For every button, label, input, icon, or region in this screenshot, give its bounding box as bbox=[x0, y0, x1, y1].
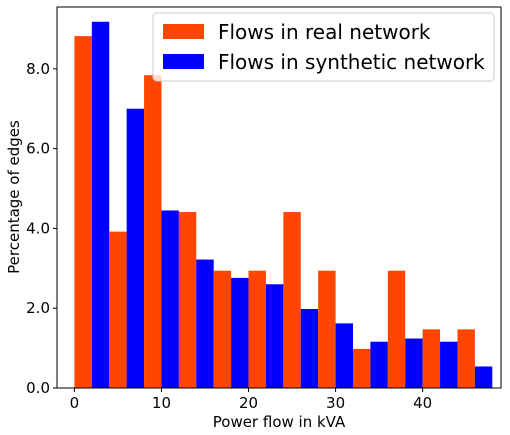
bar-synthetic-11 bbox=[474, 366, 493, 388]
legend-swatch-real bbox=[163, 24, 204, 39]
bar-real-9 bbox=[387, 270, 406, 388]
bar-synthetic-2 bbox=[161, 210, 179, 388]
x-tick-label: 30 bbox=[326, 394, 345, 412]
bar-synthetic-6 bbox=[300, 309, 319, 388]
bar-synthetic-4 bbox=[231, 277, 249, 388]
plot-frame bbox=[56, 6, 502, 389]
x-axis-ticks: 0 10 20 30 40 bbox=[70, 388, 432, 412]
bar-synthetic-7 bbox=[335, 323, 353, 388]
bar-real-6 bbox=[283, 212, 301, 388]
x-tick-label: 20 bbox=[239, 394, 258, 412]
bar-real-8 bbox=[353, 348, 371, 388]
y-tick-label: 8.0 bbox=[26, 60, 50, 78]
y-tick-label: 4.0 bbox=[26, 219, 50, 237]
bar-synthetic-5 bbox=[265, 284, 284, 388]
bar-real-0 bbox=[74, 36, 92, 389]
x-axis-label: Power flow in kVA bbox=[213, 413, 346, 431]
y-axis-label: Percentage of edges bbox=[5, 120, 23, 274]
y-axis-ticks: 0.0 2.0 4.0 6.0 8.0 bbox=[26, 60, 57, 397]
bar-real-3 bbox=[178, 212, 197, 388]
y-tick-label: 2.0 bbox=[26, 299, 50, 317]
x-tick-label: 10 bbox=[152, 394, 171, 412]
legend-swatch-synthetic bbox=[163, 54, 204, 69]
bar-synthetic-8 bbox=[370, 341, 388, 388]
x-tick-label: 0 bbox=[70, 394, 80, 412]
bar-real-10 bbox=[422, 329, 441, 388]
bar-real-5 bbox=[248, 270, 266, 388]
x-tick-label: 40 bbox=[413, 394, 432, 412]
bar-synthetic-1 bbox=[126, 108, 145, 388]
bar-synthetic-9 bbox=[405, 338, 423, 388]
legend: Flows in real network Flows in synthetic… bbox=[152, 12, 495, 82]
bar-real-4 bbox=[213, 270, 232, 388]
legend-frame bbox=[152, 12, 495, 82]
bar-synthetic-10 bbox=[440, 341, 458, 388]
bar-synthetic-3 bbox=[196, 259, 214, 388]
bar-real-1 bbox=[109, 231, 127, 388]
bar-real-11 bbox=[457, 329, 475, 388]
bars-layer bbox=[74, 21, 493, 389]
legend-label-synthetic: Flows in synthetic network bbox=[218, 50, 485, 74]
bar-real-2 bbox=[144, 75, 162, 388]
y-tick-label: 0.0 bbox=[26, 379, 50, 397]
legend-label-real: Flows in real network bbox=[218, 20, 431, 44]
y-tick-label: 6.0 bbox=[26, 140, 50, 158]
bar-synthetic-0 bbox=[91, 21, 110, 388]
bar-real-7 bbox=[318, 270, 336, 388]
